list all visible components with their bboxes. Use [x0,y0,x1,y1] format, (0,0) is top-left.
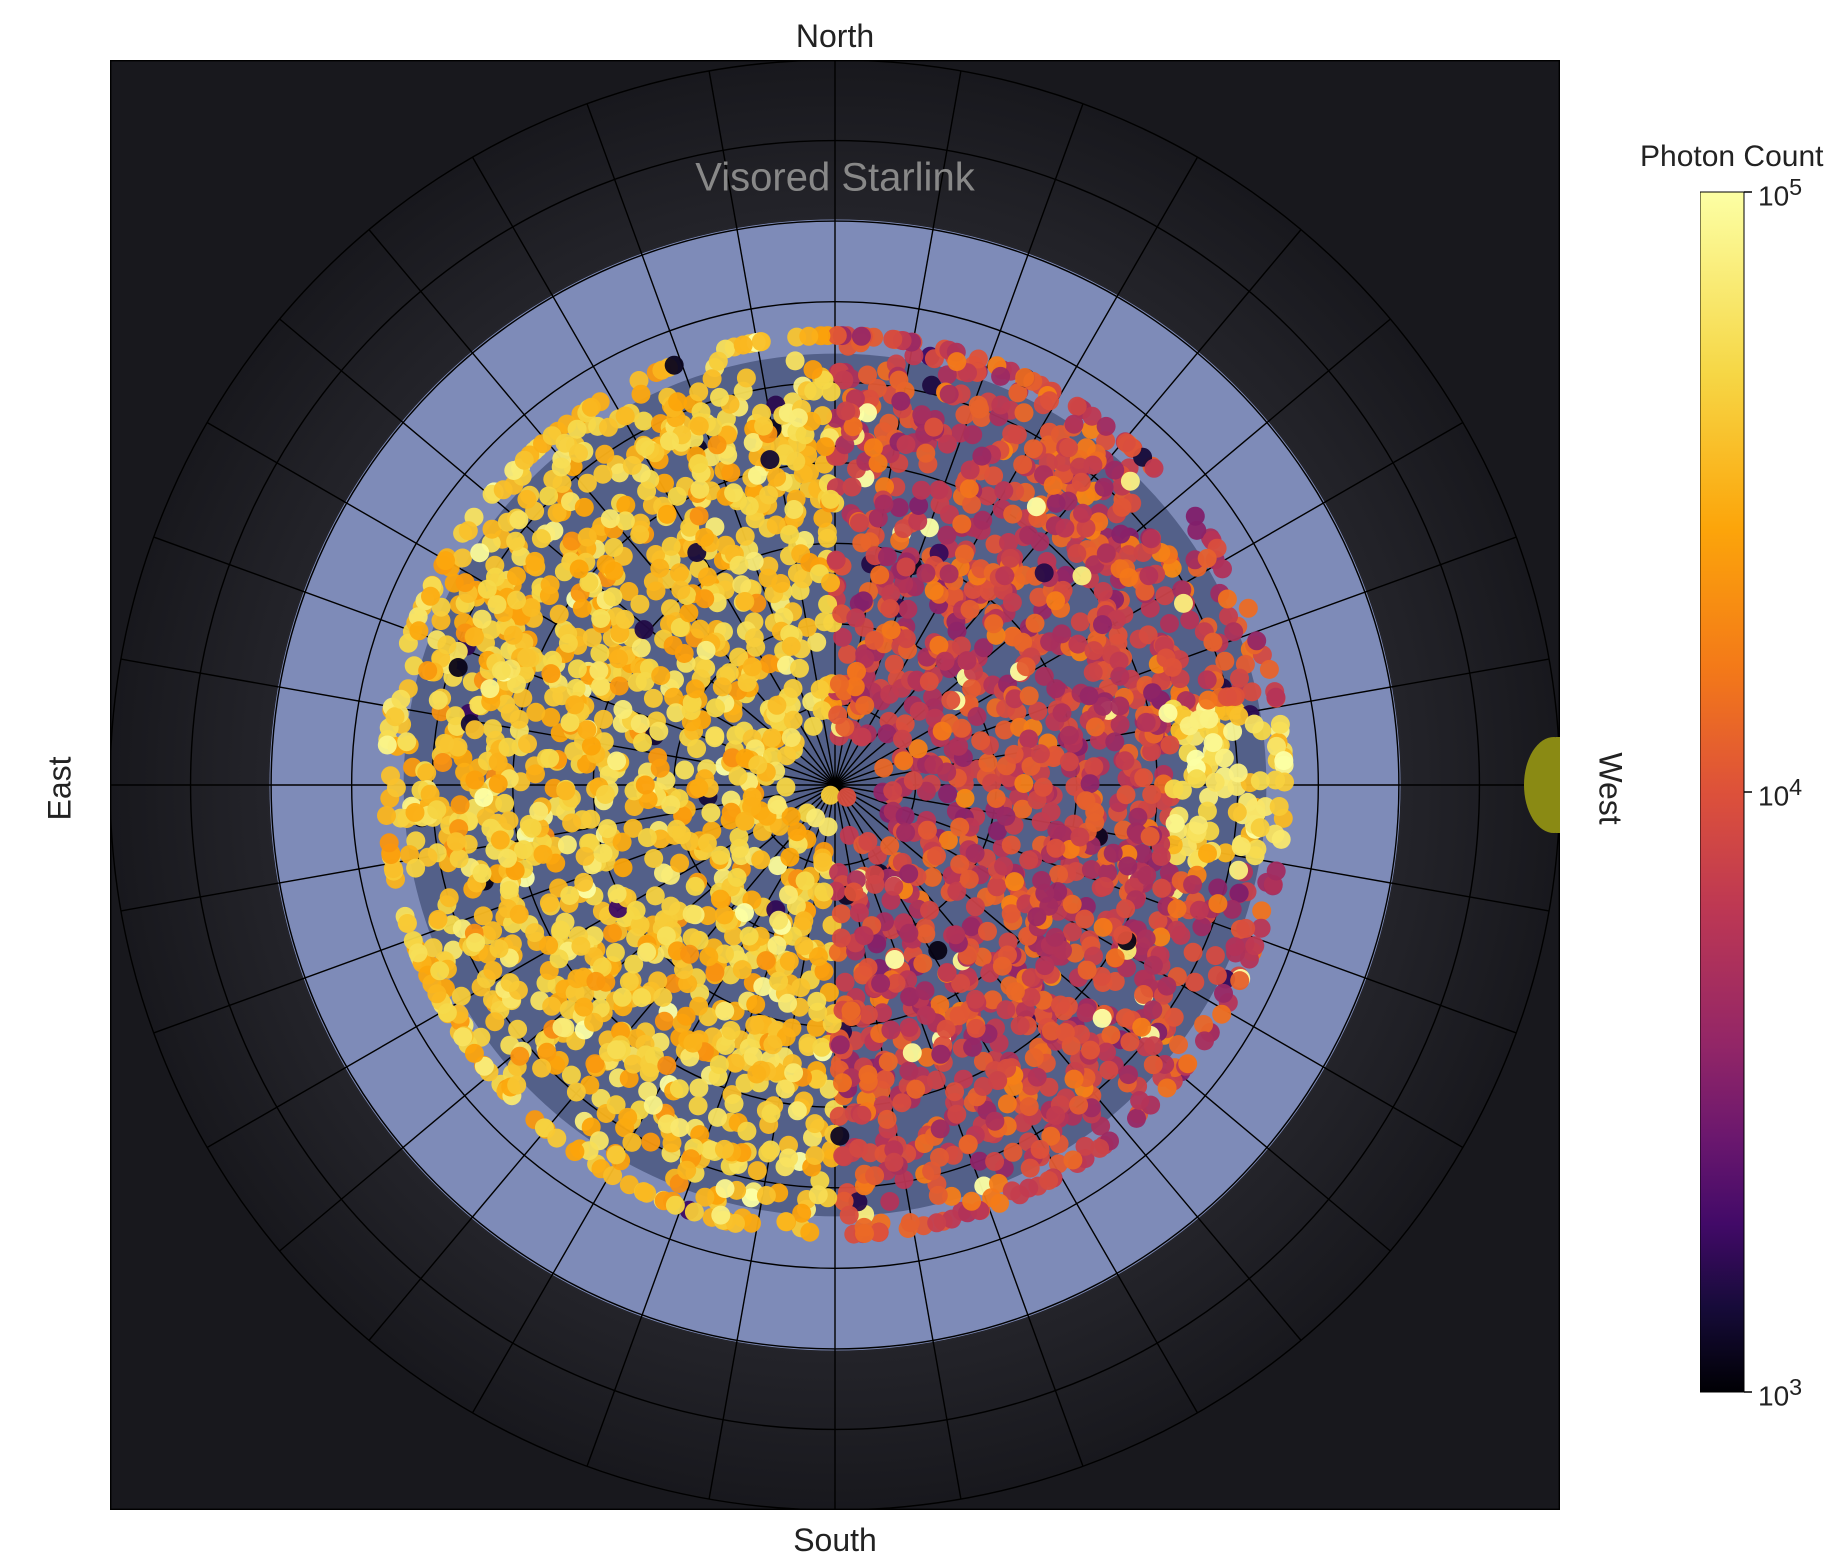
label-north: North [0,18,1670,55]
colorbar-tick: 104 [1758,774,1802,812]
figure-root: North South East West Photon Count Visor… [0,0,1848,1567]
colorbar-title: Photon Count [1640,140,1823,174]
label-south: South [0,1522,1670,1559]
label-east: East [42,749,79,829]
colorbar-gradient [1700,192,1744,1392]
colorbar [1700,190,1764,1394]
label-west: West [1592,749,1629,829]
colorbar-tick: 103 [1758,1374,1802,1412]
colorbar-tick: 105 [1758,174,1802,212]
plot-title: Visored Starlink [695,156,975,200]
polar-plot: Visored Starlink [110,60,1560,1510]
